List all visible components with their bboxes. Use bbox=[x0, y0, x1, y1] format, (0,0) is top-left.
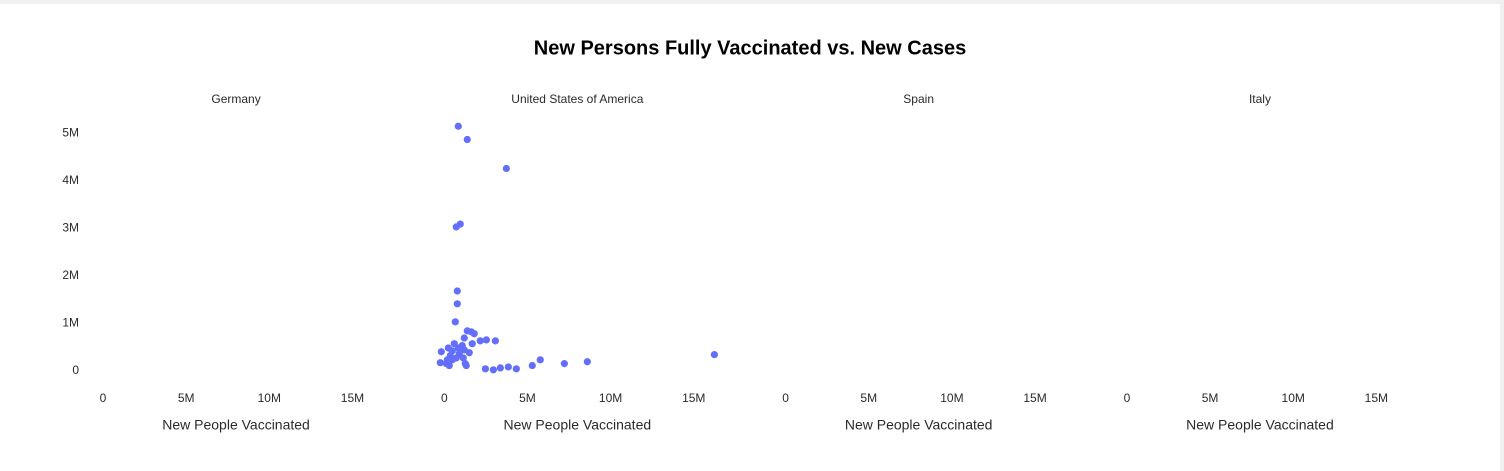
chart-title: New Persons Fully Vaccinated vs. New Cas… bbox=[534, 37, 966, 59]
x-axis-title: New People Vaccinated bbox=[162, 417, 310, 433]
scatter-point bbox=[583, 358, 591, 366]
x-tick-label: 5M bbox=[178, 391, 195, 405]
scatter-point bbox=[468, 340, 476, 348]
x-tick-label: 15M bbox=[682, 391, 705, 405]
scatter-point bbox=[448, 356, 456, 364]
x-tick-label: 10M bbox=[258, 391, 281, 405]
scatter-point bbox=[496, 364, 504, 372]
x-tick-label: 10M bbox=[940, 391, 963, 405]
scatter-point bbox=[462, 361, 470, 370]
scatter-point bbox=[528, 361, 536, 370]
x-tick-label: 0 bbox=[782, 391, 789, 405]
y-tick-label: 3M bbox=[62, 220, 79, 234]
y-tick-label: 5M bbox=[62, 126, 79, 140]
scatter-point bbox=[453, 287, 461, 295]
scatter-point bbox=[502, 164, 510, 173]
x-tick-label: 5M bbox=[860, 391, 877, 405]
facet-title: United States of America bbox=[511, 92, 643, 106]
scatter-point bbox=[459, 354, 467, 362]
scatter-point bbox=[504, 363, 512, 371]
scatter-point bbox=[560, 360, 568, 368]
x-axis-title: New People Vaccinated bbox=[845, 417, 993, 433]
scatter-point bbox=[476, 337, 484, 345]
x-tick-label: 5M bbox=[519, 391, 536, 405]
scatter-point bbox=[489, 366, 497, 374]
x-tick-label: 0 bbox=[441, 391, 448, 405]
x-tick-label: 0 bbox=[100, 391, 107, 405]
scatter-point bbox=[437, 348, 445, 356]
scatter-point bbox=[454, 122, 462, 130]
scatter-point bbox=[536, 356, 544, 364]
scatter-point bbox=[451, 318, 459, 326]
facet-title: Italy bbox=[1249, 92, 1271, 106]
scatter-point bbox=[452, 223, 460, 231]
scatter-point bbox=[453, 300, 461, 308]
x-axis-title: New People Vaccinated bbox=[504, 417, 652, 433]
facet-title: Spain bbox=[903, 92, 934, 106]
scatter-point bbox=[491, 337, 499, 345]
y-tick-label: 4M bbox=[62, 173, 79, 187]
x-tick-label: 10M bbox=[1282, 391, 1305, 405]
scatter-point bbox=[710, 351, 718, 359]
scatter-point bbox=[470, 330, 478, 338]
scatter-point bbox=[460, 334, 468, 342]
scatter-point bbox=[482, 336, 490, 344]
scatter-point bbox=[481, 365, 489, 373]
x-tick-label: 10M bbox=[599, 391, 622, 405]
x-tick-label: 15M bbox=[341, 391, 364, 405]
x-tick-label: 5M bbox=[1202, 391, 1219, 405]
x-tick-label: 15M bbox=[1365, 391, 1388, 405]
y-tick-label: 1M bbox=[62, 315, 79, 329]
top-strip bbox=[0, 0, 1504, 4]
scatter-point bbox=[436, 359, 444, 367]
y-tick-label: 0 bbox=[72, 363, 79, 377]
x-tick-label: 0 bbox=[1124, 391, 1131, 405]
scatter-point bbox=[445, 361, 453, 370]
side-strip bbox=[1500, 0, 1504, 471]
x-axis-title: New People Vaccinated bbox=[1186, 417, 1334, 433]
scatter-point bbox=[465, 349, 473, 357]
facet-title: Germany bbox=[211, 92, 260, 106]
scatter-point bbox=[463, 135, 471, 144]
x-tick-label: 15M bbox=[1023, 391, 1046, 405]
y-tick-label: 2M bbox=[62, 268, 79, 282]
scatter-point bbox=[512, 365, 520, 373]
